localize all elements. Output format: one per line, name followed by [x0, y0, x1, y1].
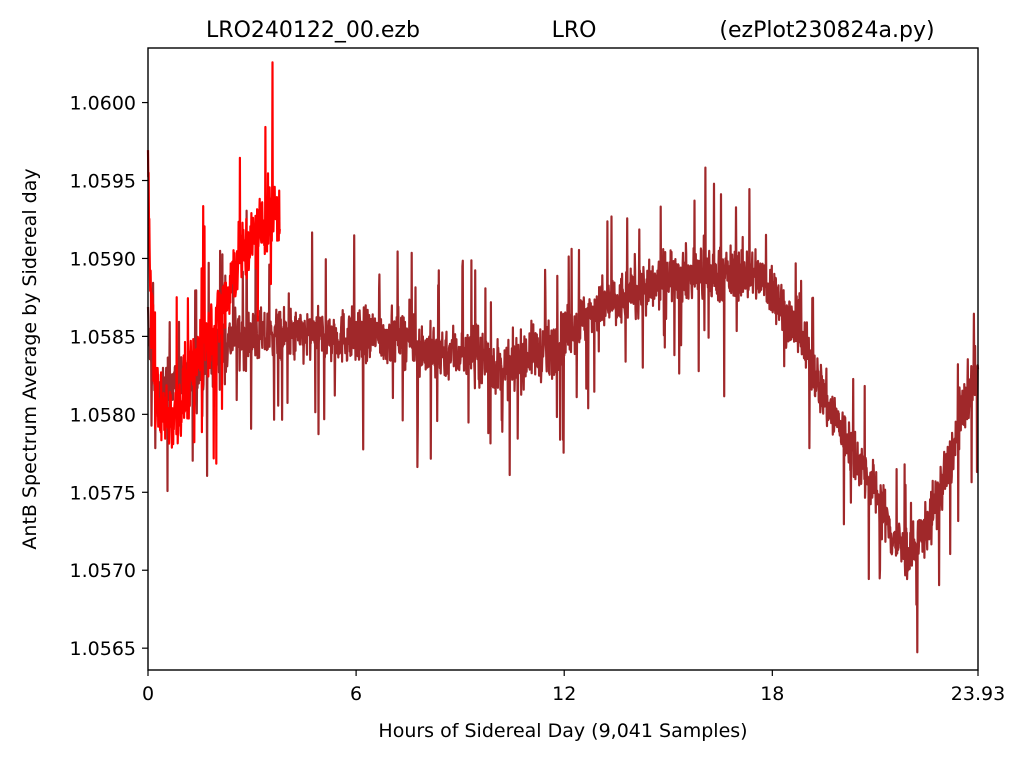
y-tick-label: 1.0595: [70, 171, 136, 193]
x-tick-label: 0: [142, 683, 154, 705]
title-station: LRO: [552, 18, 597, 43]
x-tick-label: 6: [350, 683, 362, 705]
y-tick-label: 1.0580: [70, 404, 136, 426]
y-axis: 1.0565 1.0570 1.0575 1.0580 1.0585 1.0590 1.05…: [70, 93, 148, 660]
series-line-0: [146, 166, 980, 654]
y-tick-label: 1.0570: [70, 560, 136, 582]
y-tick-label: 1.0585: [70, 326, 136, 348]
title-script: (ezPlot230824a.py): [719, 18, 934, 43]
y-axis-label: AntB Spectrum Average by Sidereal day: [19, 168, 41, 549]
x-axis-label: Hours of Sidereal Day (9,041 Samples): [378, 720, 747, 742]
y-tick-label: 1.0600: [70, 93, 136, 115]
x-tick-label: 18: [760, 683, 784, 705]
x-tick-label: 23.93: [951, 683, 1005, 705]
title-filename: LRO240122_00.ezb: [206, 18, 420, 43]
y-tick-label: 1.0565: [70, 638, 136, 660]
series-line-1: [146, 61, 281, 465]
x-axis: 0 6 12 18 23.93: [142, 670, 1005, 705]
y-tick-label: 1.0590: [70, 248, 136, 270]
x-tick-label: 12: [552, 683, 576, 705]
plot-frame: [147, 47, 979, 671]
y-tick-label: 1.0575: [70, 482, 136, 504]
series-layer: [146, 61, 980, 654]
